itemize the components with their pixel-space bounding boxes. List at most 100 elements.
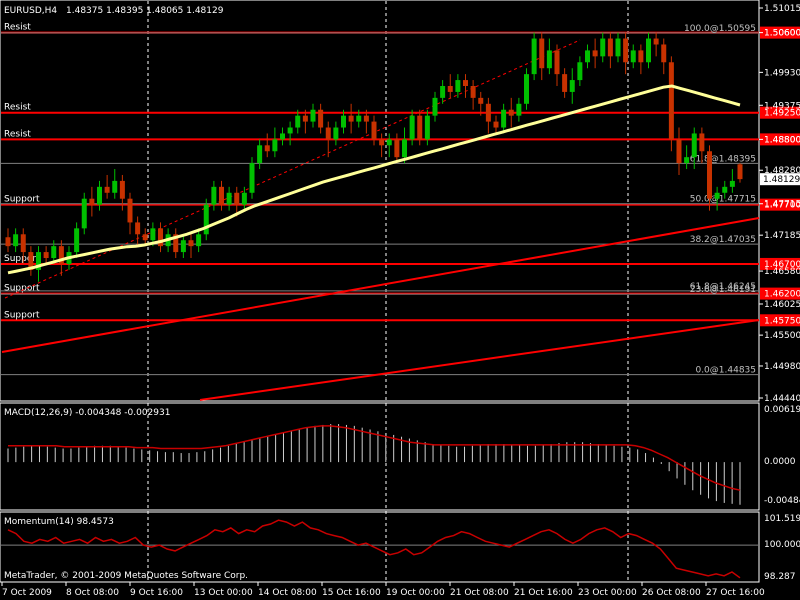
candlestick-series [5, 32, 743, 282]
candle-body [592, 50, 598, 57]
candle-body [524, 74, 529, 104]
candle-body [729, 180, 735, 187]
candle-body [302, 115, 308, 122]
candle-body [386, 139, 392, 146]
candle-body [501, 109, 507, 128]
fib-label: 38.2@1.47035 [690, 235, 756, 245]
price-tick-label: 1.46025 [764, 300, 800, 310]
candle-body [470, 86, 476, 98]
level-label: Support [4, 254, 40, 264]
candle-body [585, 50, 590, 63]
candle-body [74, 228, 80, 253]
candle-body [630, 50, 636, 63]
candle-body [493, 121, 499, 128]
time-label: 19 Oct 00:00 [386, 588, 445, 598]
candle-body [241, 192, 247, 205]
candle-body [539, 38, 545, 69]
lower-trend-line [199, 319, 760, 401]
candle-body [325, 127, 331, 140]
candle-body [577, 62, 583, 81]
price-axis: 1.51015 1.50600 1.49930 1.49375 1.48800 1.482… [759, 4, 800, 404]
candle-body [13, 234, 19, 247]
candle-body [28, 252, 34, 270]
level-label: Resist [4, 23, 31, 33]
price-tick-label: 1.51015 [764, 4, 800, 14]
time-label: 15 Oct 16:00 [322, 588, 381, 598]
candle-body [417, 115, 423, 140]
level-price-box [760, 287, 800, 300]
candle-body [508, 109, 514, 116]
candle-body [699, 133, 705, 152]
price-tick-label: 1.47715 [764, 200, 800, 210]
candle-body [234, 192, 240, 205]
candle-body [600, 38, 606, 57]
macd-scale-zero: 0.0000 [764, 457, 796, 467]
candle-body [722, 186, 728, 193]
candle-body [546, 50, 552, 69]
level-price-box [760, 133, 800, 146]
level-price-label: 1.47700 [764, 201, 800, 211]
momentum-scale-bottom: 98.287 [764, 572, 796, 582]
candle-body [684, 157, 690, 164]
level-price-label: 1.50600 [764, 29, 800, 39]
candle-body [394, 139, 400, 158]
momentum-series [1, 519, 759, 579]
candle-body [287, 127, 293, 134]
candle-body [51, 246, 57, 259]
candle-body [478, 97, 484, 104]
candle-body [440, 86, 446, 98]
moving-average-line [7, 84, 741, 275]
candle-body [646, 38, 651, 63]
price-tick-label: 1.44980 [764, 362, 800, 372]
candle-body [569, 80, 575, 92]
time-label: 21 Oct 08:00 [450, 588, 509, 598]
candle-body [158, 228, 163, 247]
fib-label: 0.0@1.44835 [695, 366, 756, 376]
momentum-scale-mid: 100.000 [764, 540, 800, 550]
candle-body [264, 145, 270, 152]
horizontal-levels: Resist 1.50600 Resist 1.49250 Resist 1.48800 S… [1, 23, 800, 376]
level-price-box [760, 26, 800, 39]
current-price-box [760, 173, 800, 186]
candle-body [348, 115, 354, 122]
candle-body [707, 151, 712, 199]
price-tick-label: 1.47185 [764, 231, 800, 241]
candle-body [135, 222, 141, 235]
time-axis: 7 Oct 2009 8 Oct 08:00 9 Oct 16:00 13 Oct 0… [1, 582, 765, 598]
candle-body [531, 38, 537, 75]
current-price-label: 1.48129 [763, 175, 800, 185]
level-price-box [760, 314, 800, 327]
header-ohlc: 1.48375 1.48395 1.48065 1.48129 [66, 6, 224, 16]
candle-body [295, 115, 301, 128]
candle-body [97, 186, 102, 205]
candle-body [424, 115, 430, 140]
macd-signal-line [8, 425, 741, 491]
time-label: 23 Oct 00:00 [578, 588, 637, 598]
time-label: 13 Oct 00:00 [194, 588, 253, 598]
candle-body [661, 44, 667, 63]
level-label: Support [4, 310, 40, 320]
level-label: Resist [4, 129, 31, 139]
candle-body [691, 133, 697, 158]
candle-body [379, 139, 385, 146]
time-label: 26 Oct 08:00 [642, 588, 701, 598]
candle-body [333, 127, 339, 140]
momentum-label: Momentum(14) 98.4573 [4, 517, 114, 527]
candle-body [653, 38, 659, 45]
candle-body [104, 186, 110, 193]
time-label: 21 Oct 16:00 [514, 588, 573, 598]
macd-label: MACD(12,26,9) -0.004348 -0.002931 [4, 408, 170, 418]
time-label: 7 Oct 2009 [2, 588, 52, 598]
candle-body [142, 234, 148, 241]
momentum-panel[interactable] [0, 511, 760, 583]
ma-line [7, 84, 741, 275]
price-tick-label: 1.49375 [764, 101, 800, 111]
price-panel[interactable] [0, 0, 760, 402]
candle-body [112, 180, 118, 193]
candle-body [485, 103, 491, 122]
candle-body [463, 80, 468, 86]
trend-lines [1, 39, 760, 401]
momentum-line [7, 519, 741, 579]
price-tick-label: 1.48280 [764, 166, 800, 176]
